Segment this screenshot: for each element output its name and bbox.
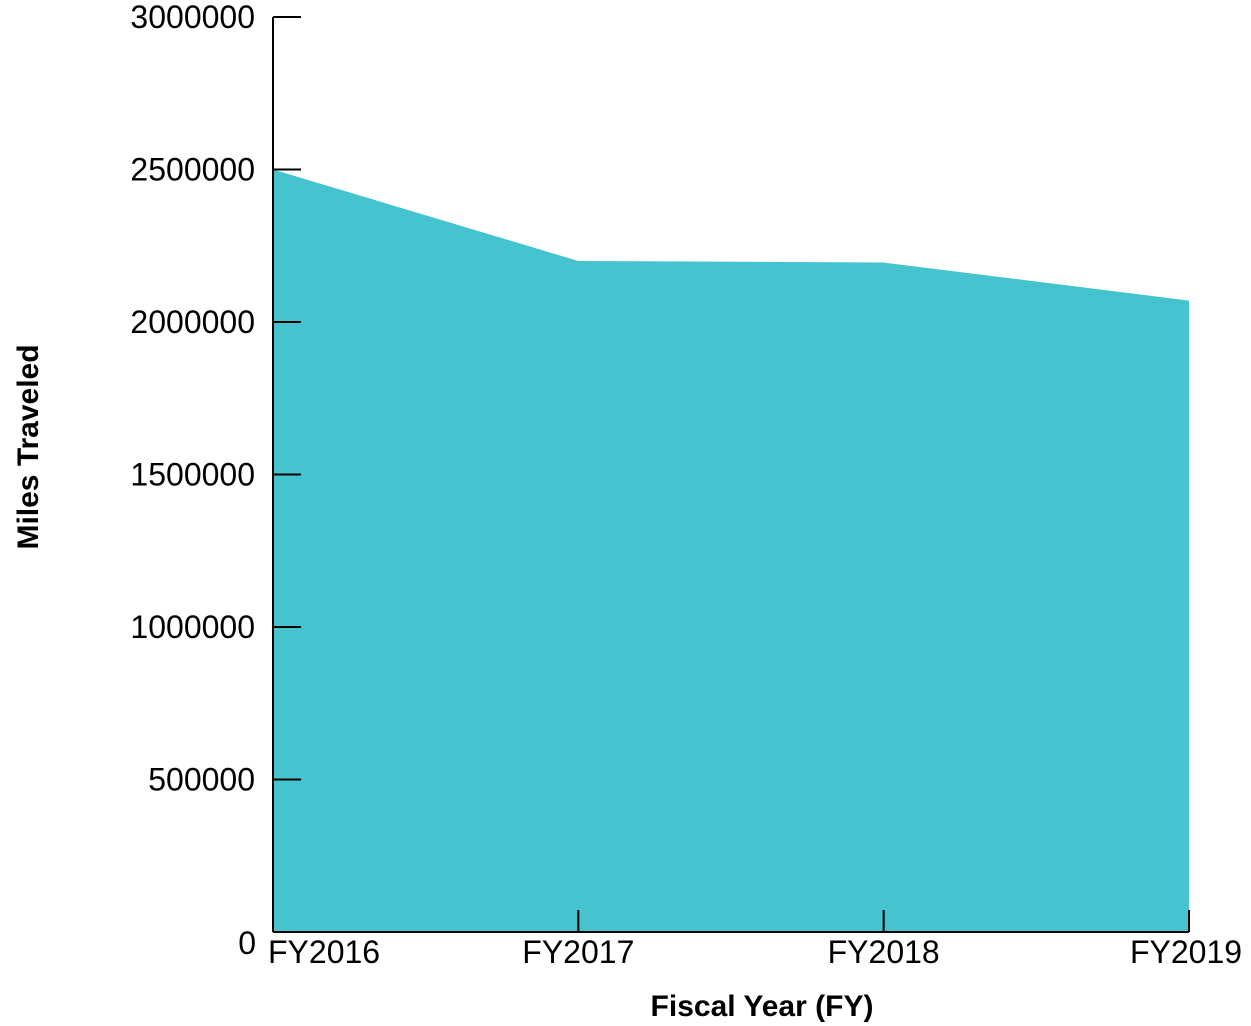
x-tick-label-fy2016: FY2016 [268, 934, 380, 970]
x-tick-label-fy2017: FY2017 [522, 934, 634, 970]
plot-area [273, 169, 1189, 932]
y-tick-label: 3000000 [130, 0, 255, 35]
y-axis-ticks: 0 500000 1000000 1500000 2000000 2500000 30000… [130, 0, 301, 961]
x-tick-label-fy2018: FY2018 [828, 934, 940, 970]
x-axis-title: Fiscal Year (FY) [651, 990, 874, 1023]
x-tick-label-fy2019: FY2019 [1130, 934, 1242, 970]
x-axis-ticks: FY2016 FY2017 FY2018 FY2019 [268, 910, 1242, 970]
y-axis-title: Miles Traveled [12, 344, 45, 549]
area-series [273, 169, 1189, 932]
y-tick-label: 1000000 [130, 609, 255, 645]
y-tick-label: 2000000 [130, 304, 255, 340]
y-tick-label: 500000 [148, 762, 255, 798]
y-tick-label: 1500000 [130, 457, 255, 493]
y-tick-label: 0 [238, 925, 256, 961]
y-tick-label: 2500000 [130, 152, 255, 188]
